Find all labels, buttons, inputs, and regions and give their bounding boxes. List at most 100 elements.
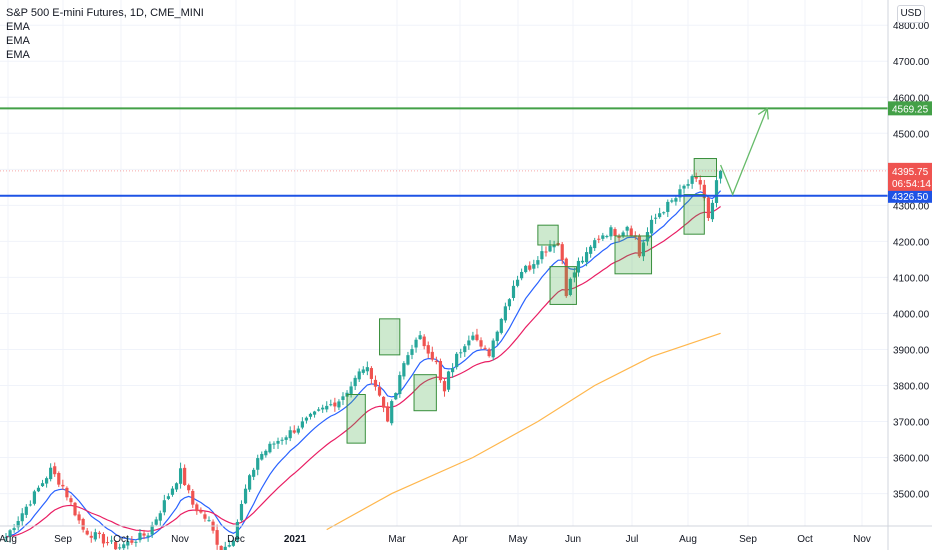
candle	[28, 500, 32, 507]
candle	[12, 524, 16, 533]
time-axis[interactable]: Aug Sep Oct Nov Dec 2021 Mar Apr May Jun Jul Aug Sep…	[0, 525, 932, 545]
candle	[191, 488, 195, 508]
candle-body	[597, 238, 601, 240]
candle	[499, 317, 503, 335]
candle	[325, 401, 329, 413]
candle	[170, 486, 175, 497]
candle	[617, 233, 621, 242]
candle	[544, 246, 548, 257]
candle-body	[576, 260, 581, 273]
candle	[451, 363, 455, 378]
legend-title[interactable]: S&P 500 E-mini Futures, 1D, CME_MINI	[6, 7, 204, 19]
candle	[36, 485, 41, 493]
candle-body	[101, 534, 106, 544]
price-axis[interactable]: 3500.00 3600.00 3700.00 3800.00 3900.00 4000.…	[887, 0, 932, 550]
candle	[89, 531, 93, 543]
candle-body	[625, 226, 629, 231]
candle-body	[499, 318, 503, 333]
candle	[718, 169, 723, 184]
price-tick-label: 3600.00	[893, 454, 930, 465]
candle-body	[40, 483, 45, 487]
candle	[199, 507, 203, 514]
level-price-label: 4326.50	[892, 192, 929, 203]
candle-body	[45, 478, 49, 484]
candle	[528, 261, 532, 272]
candle	[426, 341, 430, 359]
price-tick-label: 4100.00	[893, 273, 930, 284]
candle-body	[288, 430, 292, 439]
annotation-box	[413, 374, 437, 412]
candle	[150, 521, 154, 539]
candle	[166, 493, 170, 501]
candle	[248, 473, 252, 492]
candle	[390, 399, 394, 426]
candle-body	[398, 375, 402, 395]
candle	[507, 298, 512, 311]
candle	[467, 335, 471, 350]
candle	[142, 529, 146, 540]
candle-body	[73, 502, 77, 516]
time-tick-label: Jul	[626, 534, 639, 545]
candle	[495, 330, 499, 346]
candle	[442, 378, 447, 397]
candle-body	[166, 496, 170, 499]
candle-body	[629, 228, 633, 236]
candle-body	[666, 201, 670, 212]
price-tick-label: 4000.00	[893, 309, 930, 320]
candle-body	[434, 360, 438, 363]
candle-body	[528, 265, 532, 270]
candle-body	[174, 483, 179, 490]
candle-body	[674, 198, 678, 202]
legend-indicator-ema-1[interactable]: EMA	[6, 21, 30, 33]
candle	[686, 179, 690, 189]
candle	[312, 410, 317, 418]
candle-body	[4, 536, 8, 538]
currency-badge[interactable]: USD	[897, 5, 925, 23]
candle-body	[552, 244, 556, 248]
candle	[560, 242, 564, 265]
candle	[207, 516, 211, 522]
candle	[515, 275, 520, 288]
candle	[446, 370, 451, 393]
price-tick-label: 4200.00	[893, 237, 930, 248]
candle-body	[12, 528, 16, 531]
candle	[288, 426, 292, 442]
candle	[276, 437, 280, 449]
candle	[53, 462, 57, 477]
annotation-box	[549, 266, 577, 305]
candle	[304, 416, 309, 424]
candle-body	[686, 184, 690, 186]
candle-body	[459, 352, 463, 354]
candle	[377, 382, 382, 397]
candle-body	[219, 545, 223, 550]
candle-body	[475, 334, 479, 341]
candle	[158, 510, 162, 527]
candle	[154, 516, 158, 526]
legend-indicator-ema-3[interactable]: EMA	[6, 49, 30, 61]
candle	[609, 225, 613, 241]
candle	[524, 264, 528, 274]
candle	[243, 484, 248, 505]
candle-body	[702, 184, 706, 199]
candle	[85, 528, 89, 536]
candle-body	[617, 236, 621, 238]
candle-body	[252, 469, 256, 477]
candle	[434, 356, 438, 365]
candle-body	[223, 546, 227, 550]
annotation-box	[693, 158, 717, 178]
candle	[40, 479, 45, 488]
candle-body	[654, 217, 658, 219]
candle	[215, 524, 219, 550]
candle-body	[162, 500, 166, 513]
candle	[8, 529, 12, 543]
candle-body	[8, 530, 12, 538]
candle-body	[690, 176, 694, 184]
candle-body	[105, 542, 110, 544]
candle-body	[357, 371, 361, 380]
candle	[61, 479, 65, 490]
candle	[183, 464, 187, 487]
price-tick-label: 4300.00	[893, 201, 930, 212]
candle-body	[422, 336, 426, 347]
legend-indicator-ema-2[interactable]: EMA	[6, 35, 30, 47]
